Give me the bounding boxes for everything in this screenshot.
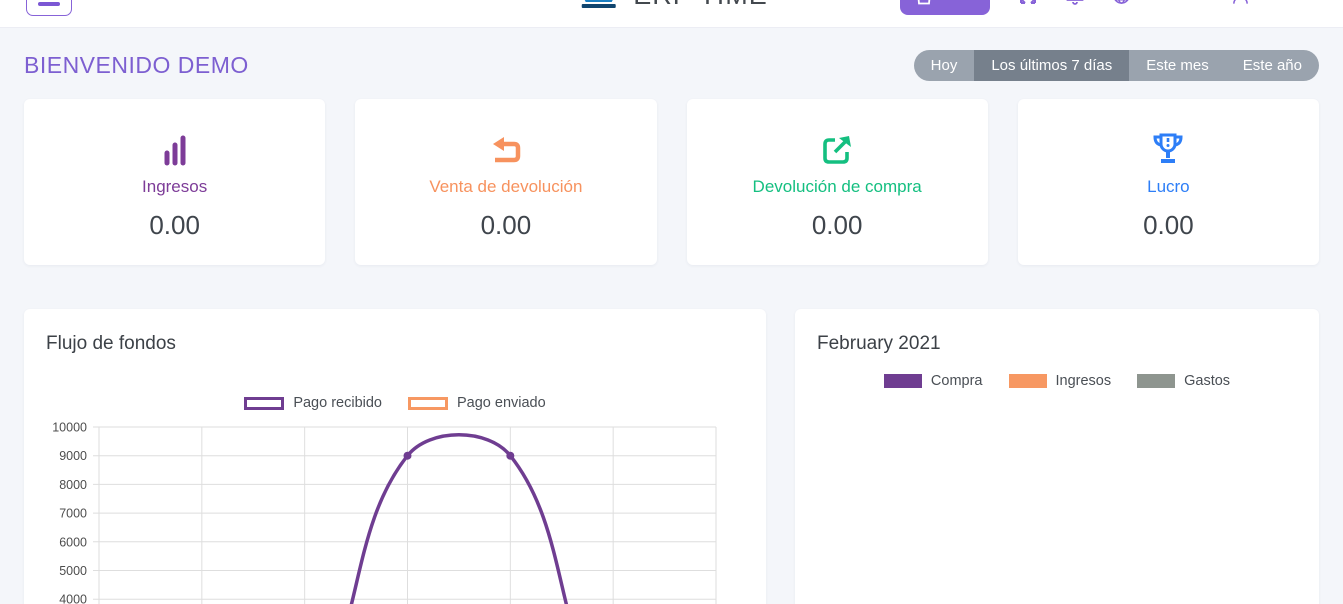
filter-this-year-button[interactable]: Este año <box>1226 50 1319 81</box>
stat-card-lucro: Lucro 0.00 <box>1017 99 1319 265</box>
share-box-icon <box>823 136 852 164</box>
legend-item-compra[interactable]: Compra <box>883 373 983 389</box>
monthly-overview-title: February 2021 <box>817 333 941 354</box>
legend-label: Ingresos <box>1055 373 1112 389</box>
cash-flow-legend: Pago recibido Pago enviado <box>24 395 766 411</box>
dashboard-main: BIENVENIDO DEMO Hoy Los últimos 7 días E… <box>0 50 1343 604</box>
svg-text:6000: 6000 <box>59 535 87 549</box>
svg-text:5000: 5000 <box>59 564 87 578</box>
monthly-overview-panel: February 2021 Compra Ingresos Gastos <box>795 309 1319 604</box>
sidebar-toggle-button[interactable] <box>26 0 72 16</box>
fullscreen-icon <box>1020 0 1037 4</box>
date-range-filter: Hoy Los últimos 7 días Este mes Este año <box>913 50 1319 81</box>
top-navbar: ERP TIME POS <box>0 0 1343 28</box>
stat-card-devolucion-compra: Devolución de compra 0.00 <box>686 99 988 265</box>
globe-icon <box>1114 0 1129 4</box>
bar-chart-icon <box>164 135 186 166</box>
filter-today-button[interactable]: Hoy <box>914 50 975 81</box>
stat-label: Venta de devolución <box>429 177 583 196</box>
legend-swatch <box>883 374 922 388</box>
stat-label: Lucro <box>1147 177 1190 196</box>
legend-swatch <box>1137 374 1176 388</box>
shopping-bag-icon <box>918 0 931 4</box>
pos-button[interactable]: POS <box>900 0 991 15</box>
legend-item-pago-recibido[interactable]: Pago recibido <box>244 395 382 411</box>
legend-swatch <box>244 396 285 410</box>
legend-label: Compra <box>930 373 983 389</box>
stat-card-ingresos: Ingresos 0.00 <box>24 99 326 265</box>
brand: ERP TIME <box>575 0 768 16</box>
pos-button-label: POS <box>940 0 974 5</box>
app-logo-icon <box>581 0 616 8</box>
legend-item-ingresos[interactable]: Ingresos <box>1008 373 1112 389</box>
trophy-icon <box>1153 133 1183 163</box>
legend-label: Pago recibido <box>293 395 382 411</box>
stat-label: Devolución de compra <box>752 177 922 196</box>
user-menu[interactable]: Demo <box>1231 0 1317 6</box>
welcome-heading: BIENVENIDO DEMO <box>24 52 249 78</box>
legend-item-gastos[interactable]: Gastos <box>1137 373 1230 389</box>
navbar-actions: POS Idioma <box>900 0 1317 15</box>
cash-flow-panel: Flujo de fondos Pago recibido Pago envia… <box>24 309 766 604</box>
legend-label: Gastos <box>1184 373 1231 389</box>
notifications-button[interactable] <box>1066 0 1084 6</box>
stat-card-venta-devolucion: Venta de devolución 0.00 <box>355 99 657 265</box>
bell-icon <box>1066 0 1084 5</box>
svg-text:4000: 4000 <box>59 593 87 604</box>
stat-value: 0.00 <box>1143 210 1194 240</box>
svg-text:7000: 7000 <box>59 507 87 521</box>
legend-swatch <box>407 396 448 410</box>
filter-last7days-button[interactable]: Los últimos 7 días <box>974 50 1130 81</box>
return-arrow-icon <box>492 137 521 163</box>
legend-swatch <box>1008 374 1047 388</box>
stat-label: Ingresos <box>142 177 208 196</box>
language-menu-label: Idioma <box>1138 0 1186 5</box>
language-menu[interactable]: Idioma <box>1112 0 1203 5</box>
cash-flow-line-chart: 1000090008000700060005000400030002000100… <box>52 421 717 604</box>
hamburger-icon <box>38 1 60 6</box>
legend-item-pago-enviado[interactable]: Pago enviado <box>407 395 546 411</box>
user-icon <box>1233 0 1249 4</box>
stat-cards: Ingresos 0.00 Venta de devolución 0.00 <box>24 99 1319 265</box>
stat-value: 0.00 <box>480 210 532 240</box>
fullscreen-button[interactable] <box>1018 0 1038 6</box>
legend-label: Pago enviado <box>456 395 546 411</box>
svg-text:10000: 10000 <box>52 421 87 435</box>
user-menu-label: Demo <box>1257 0 1300 5</box>
svg-text:8000: 8000 <box>59 478 87 492</box>
filter-this-month-button[interactable]: Este mes <box>1129 50 1226 81</box>
svg-text:9000: 9000 <box>59 449 87 463</box>
app-title: ERP TIME <box>633 0 768 11</box>
stat-value: 0.00 <box>149 210 200 240</box>
monthly-overview-legend: Compra Ingresos Gastos <box>795 373 1319 389</box>
stat-value: 0.00 <box>811 210 863 240</box>
cash-flow-title: Flujo de fondos <box>46 333 176 354</box>
